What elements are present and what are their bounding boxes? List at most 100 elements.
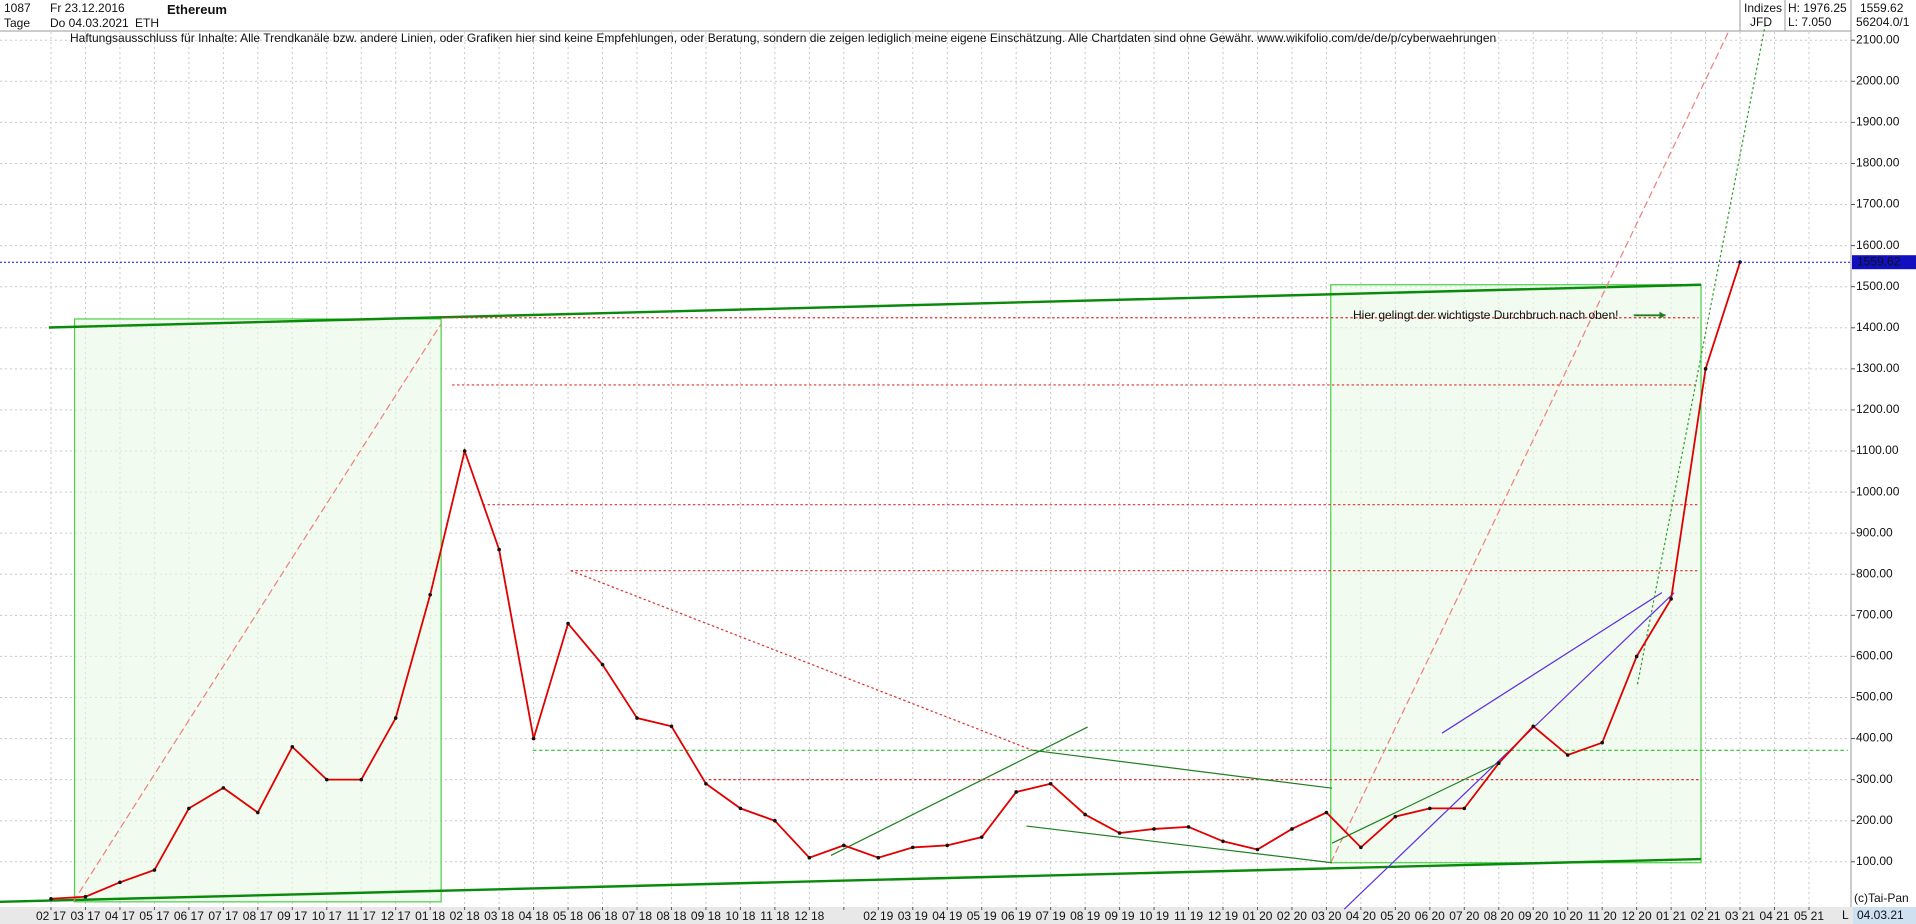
x-tick-label: 02 19 bbox=[863, 909, 893, 923]
price-point bbox=[566, 621, 570, 626]
price-point bbox=[497, 547, 501, 552]
y-tick-label: 2000.00 bbox=[1856, 73, 1900, 87]
x-tick-label: 03 18 bbox=[484, 909, 514, 923]
price-point bbox=[1324, 810, 1329, 815]
broker: JFD bbox=[1750, 15, 1772, 29]
price-point bbox=[910, 845, 915, 850]
x-tick-label: 08 19 bbox=[1070, 909, 1100, 923]
x-tick-label: 12 20 bbox=[1622, 909, 1652, 923]
x-tick-label: 10 20 bbox=[1553, 909, 1583, 923]
price-point bbox=[359, 777, 364, 782]
x-tick-label: 05 17 bbox=[139, 909, 169, 923]
price-point bbox=[1117, 831, 1122, 835]
y-tick-label: 1900.00 bbox=[1856, 115, 1900, 129]
x-tick-label: 06 18 bbox=[588, 909, 618, 923]
end-date: Do 04.03.2021 bbox=[50, 16, 129, 30]
price-point bbox=[1428, 806, 1432, 811]
price-point bbox=[1186, 825, 1191, 829]
y-tick-label: 500.00 bbox=[1856, 690, 1893, 704]
x-tick-label: 04 17 bbox=[105, 909, 135, 923]
price-point bbox=[1393, 814, 1398, 819]
y-tick-label: 1400.00 bbox=[1856, 320, 1900, 334]
x-tick-label: 07 19 bbox=[1036, 909, 1066, 923]
x-tick-label: 04 18 bbox=[519, 909, 549, 923]
trend bbox=[1026, 825, 1333, 864]
price-point bbox=[1531, 724, 1536, 729]
x-tick-label: 03 19 bbox=[898, 909, 928, 923]
x-tick-label: 02 21 bbox=[1691, 909, 1721, 923]
price-point bbox=[290, 744, 295, 749]
x-tick-label: 04 21 bbox=[1760, 909, 1790, 923]
trendlines bbox=[0, 21, 1848, 910]
x-tick-label: 05 21 bbox=[1794, 909, 1824, 923]
bars-count[interactable]: 1087 bbox=[4, 1, 31, 15]
price-point bbox=[221, 786, 226, 790]
x-tick-label: 07 18 bbox=[622, 909, 652, 923]
y-tick-label: 400.00 bbox=[1856, 731, 1893, 745]
price-point bbox=[669, 724, 674, 729]
x-tick-label: 02 18 bbox=[450, 909, 480, 923]
price-point bbox=[738, 806, 743, 811]
y-tick-label: 1000.00 bbox=[1856, 484, 1900, 498]
x-tick-label: 04 20 bbox=[1346, 909, 1376, 923]
price-point bbox=[600, 662, 605, 667]
copyright: (c)Tai-Pan bbox=[1854, 891, 1909, 905]
x-tick-label: 07 17 bbox=[208, 909, 238, 923]
annotation: Hier gelingt der wichtigste Durchbruch n… bbox=[1353, 308, 1618, 322]
price-point bbox=[842, 843, 846, 848]
price-point bbox=[1014, 790, 1018, 794]
timeframe[interactable]: Tage bbox=[4, 16, 31, 30]
y-tick-label: 2100.00 bbox=[1856, 32, 1900, 46]
x-tick-label: 12 18 bbox=[794, 909, 824, 923]
disclaimer: Haftungsausschluss für Inhalte: Alle Tre… bbox=[70, 31, 1497, 45]
price-point bbox=[256, 810, 260, 815]
x-tick-label: 06 17 bbox=[174, 909, 204, 923]
trend-channel bbox=[48, 283, 1702, 329]
trend bbox=[1331, 763, 1498, 844]
x-tick-label: 05 19 bbox=[967, 909, 997, 923]
cursor-date-box bbox=[1853, 907, 1916, 924]
x-tick-label: 06 19 bbox=[1001, 909, 1031, 923]
low: L: 7.050 bbox=[1788, 15, 1832, 29]
y-tick-label: 1100.00 bbox=[1856, 443, 1899, 457]
y-tick-label: 1500.00 bbox=[1856, 279, 1900, 293]
price-point bbox=[1462, 806, 1467, 811]
price-point bbox=[979, 835, 984, 839]
price-point bbox=[945, 843, 950, 848]
high: H: 1976.25 bbox=[1788, 1, 1847, 15]
x-tick-label: 08 20 bbox=[1484, 909, 1514, 923]
x-tick-label: 11 20 bbox=[1588, 909, 1617, 923]
price-point bbox=[1255, 847, 1260, 852]
price-point bbox=[187, 806, 191, 811]
current-price-label: 1559.62 bbox=[1857, 254, 1901, 268]
x-tick-label: 01 21 bbox=[1656, 909, 1686, 923]
y-tick-label: 900.00 bbox=[1856, 525, 1893, 539]
x-tick-label: 01 18 bbox=[415, 909, 445, 923]
price-point bbox=[49, 896, 53, 901]
cursor-date: 04.03.21 bbox=[1857, 908, 1904, 922]
x-tick-label: 11 19 bbox=[1174, 909, 1203, 923]
x-tick-label: 09 18 bbox=[691, 909, 721, 923]
x-tick-label: 09 19 bbox=[1105, 909, 1135, 923]
price-point bbox=[635, 716, 639, 720]
price-point bbox=[1152, 827, 1156, 831]
trend bbox=[1032, 749, 1333, 789]
x-tick-label: 05 18 bbox=[553, 909, 583, 923]
price-point bbox=[1083, 812, 1087, 817]
price-point bbox=[1669, 597, 1673, 601]
x-tick-label: 07 20 bbox=[1449, 909, 1479, 923]
symbol: ETH bbox=[135, 16, 159, 30]
source: Indizes bbox=[1744, 1, 1783, 15]
price-point bbox=[1359, 845, 1363, 850]
price-point bbox=[1703, 367, 1708, 371]
y-tick-label: 100.00 bbox=[1856, 854, 1893, 868]
resistance bbox=[570, 570, 1033, 751]
y-tick-label: 600.00 bbox=[1856, 649, 1893, 663]
x-tick-label: 10 19 bbox=[1139, 909, 1169, 923]
price-point bbox=[1496, 761, 1501, 766]
y-tick-label: 700.00 bbox=[1856, 608, 1893, 622]
x-tick-label: 02 20 bbox=[1277, 909, 1307, 923]
trend-channel bbox=[0, 857, 1702, 904]
trend bbox=[72, 323, 442, 903]
